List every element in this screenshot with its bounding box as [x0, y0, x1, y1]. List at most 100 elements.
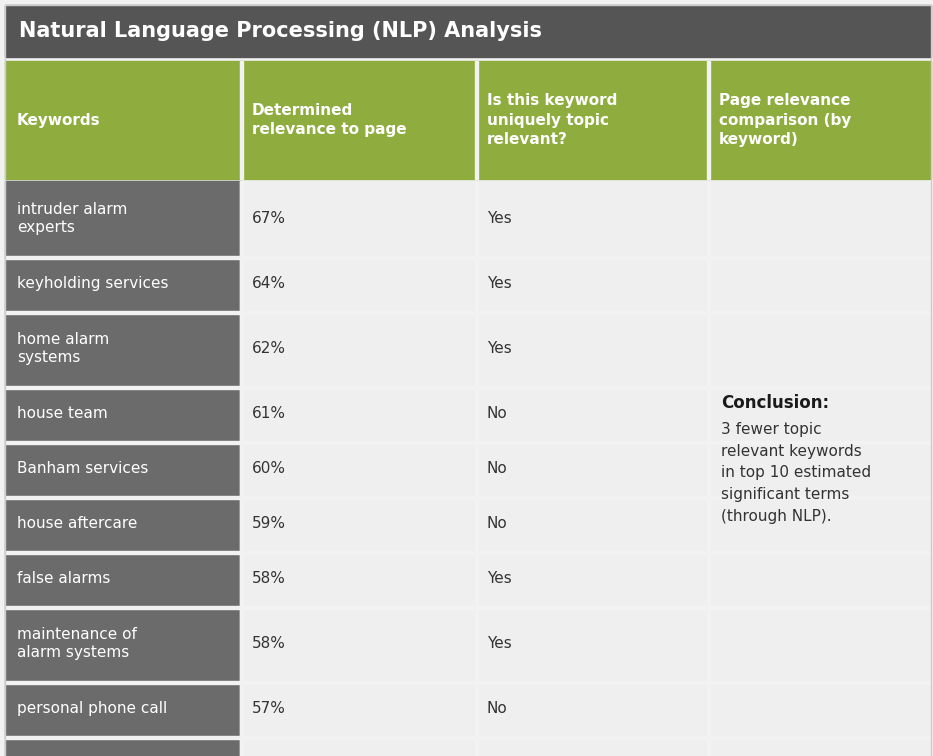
Bar	[240, 256, 243, 311]
Bar	[707, 681, 931, 736]
Bar	[240, 681, 475, 736]
Bar	[5, 5, 931, 57]
Text: Conclusion:: Conclusion:	[721, 394, 829, 412]
Bar	[240, 736, 475, 756]
Bar	[5, 181, 240, 256]
Bar	[707, 496, 710, 551]
Text: Yes: Yes	[487, 211, 511, 226]
Bar	[240, 551, 243, 606]
Bar	[240, 256, 475, 311]
Text: Yes: Yes	[487, 341, 511, 356]
Bar	[240, 496, 243, 551]
Bar	[707, 736, 710, 756]
Bar	[5, 551, 240, 606]
Text: 60%: 60%	[252, 461, 286, 476]
Bar	[240, 551, 475, 554]
Bar	[475, 61, 707, 179]
Bar	[5, 606, 240, 609]
Text: 62%: 62%	[252, 341, 286, 356]
Text: Yes: Yes	[487, 276, 511, 291]
Bar	[240, 496, 475, 551]
Bar	[707, 311, 710, 386]
Bar	[475, 386, 707, 389]
Bar	[707, 441, 710, 496]
Text: house aftercare: house aftercare	[17, 516, 137, 531]
Bar	[707, 181, 710, 256]
Text: 57%: 57%	[252, 701, 285, 716]
Bar	[5, 606, 240, 681]
Bar	[707, 386, 710, 441]
Bar	[707, 606, 931, 609]
Text: 67%: 67%	[252, 211, 286, 226]
Bar	[475, 606, 478, 681]
Text: No: No	[487, 516, 508, 531]
Bar	[240, 386, 475, 441]
Bar	[5, 441, 240, 444]
Bar	[707, 551, 710, 606]
Bar	[475, 256, 478, 311]
Bar	[475, 606, 707, 681]
Text: Banham services: Banham services	[17, 461, 148, 476]
Text: Natural Language Processing (NLP) Analysis: Natural Language Processing (NLP) Analys…	[19, 21, 542, 41]
Bar	[475, 606, 707, 609]
Bar	[240, 61, 475, 179]
Bar	[707, 736, 931, 756]
Bar	[707, 441, 931, 444]
Bar	[240, 256, 475, 259]
Bar	[240, 311, 475, 386]
Bar	[707, 311, 931, 314]
Bar	[5, 681, 240, 736]
Bar	[475, 496, 707, 499]
Bar	[5, 496, 240, 499]
Text: Determined
relevance to page: Determined relevance to page	[252, 103, 407, 137]
Bar	[707, 61, 931, 179]
Text: maintenance of
alarm systems: maintenance of alarm systems	[17, 627, 137, 660]
Bar	[475, 681, 478, 736]
Bar	[707, 681, 931, 684]
Bar	[707, 496, 931, 551]
Bar	[240, 441, 475, 444]
Text: 58%: 58%	[252, 636, 285, 651]
Bar	[475, 496, 707, 551]
Bar	[475, 736, 478, 756]
Text: No: No	[487, 461, 508, 476]
Bar	[707, 256, 931, 259]
Bar	[707, 606, 710, 681]
Bar	[240, 736, 475, 739]
Bar	[475, 736, 707, 739]
Text: Yes: Yes	[487, 636, 511, 651]
Bar	[240, 311, 475, 314]
Text: intruder alarm
experts: intruder alarm experts	[17, 202, 128, 235]
Text: Keywords: Keywords	[17, 113, 101, 128]
Bar	[475, 311, 707, 386]
Bar	[707, 61, 710, 179]
Bar	[475, 256, 707, 259]
Text: home alarm
systems: home alarm systems	[17, 332, 109, 365]
Bar	[475, 551, 707, 554]
Text: No: No	[487, 406, 508, 421]
Bar	[240, 606, 243, 681]
Bar	[240, 681, 475, 684]
Bar	[5, 736, 240, 739]
Bar	[475, 311, 478, 386]
Bar	[240, 181, 243, 256]
Bar	[475, 61, 478, 179]
Bar	[707, 496, 931, 499]
Bar	[5, 551, 240, 554]
Bar	[5, 256, 240, 311]
Text: 64%: 64%	[252, 276, 286, 291]
Bar	[707, 311, 931, 386]
Bar	[5, 681, 240, 684]
Bar	[475, 736, 707, 756]
Text: No: No	[487, 701, 508, 716]
Text: Page relevance
comparison (by
keyword): Page relevance comparison (by keyword)	[719, 93, 852, 147]
Bar	[475, 386, 478, 441]
Bar	[475, 441, 707, 496]
Bar	[475, 681, 707, 684]
Bar	[5, 386, 240, 441]
Bar	[707, 681, 710, 736]
Bar	[5, 256, 240, 259]
Bar	[240, 736, 243, 756]
Text: keyholding services: keyholding services	[17, 276, 169, 291]
Text: false alarms: false alarms	[17, 571, 110, 586]
